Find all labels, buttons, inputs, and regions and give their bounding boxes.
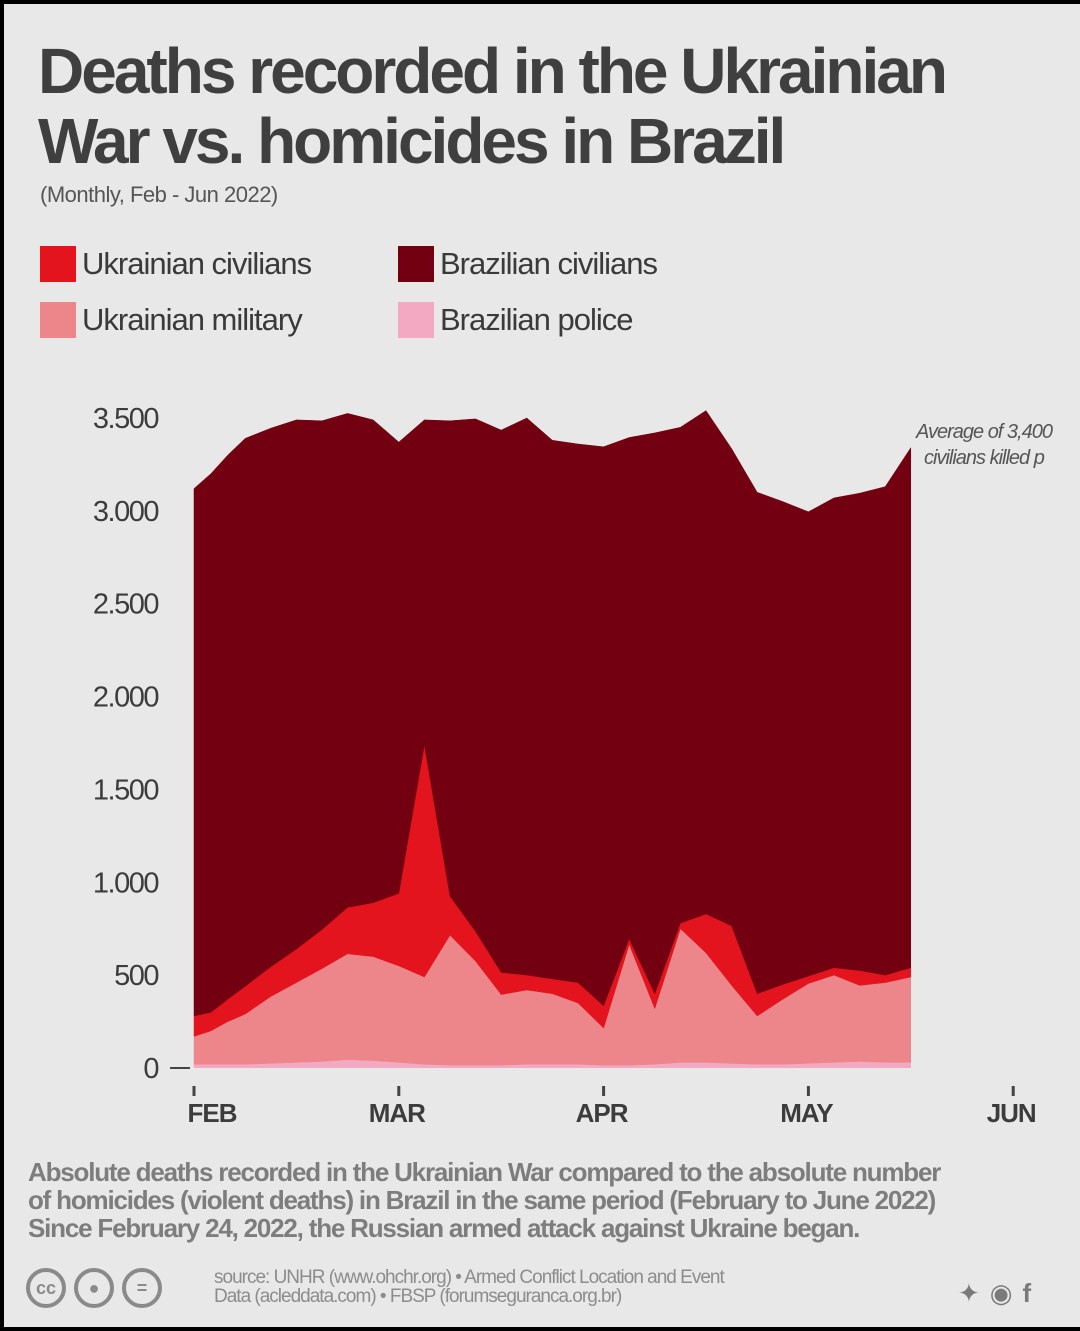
caption-line: Since February 24, 2022, the Russian arm…	[28, 1213, 860, 1243]
legend-label: Ukrainian civilians	[82, 246, 312, 281]
by-icon: ●	[74, 1268, 114, 1308]
legend-item-ukrainian-military: Ukrainian military	[40, 300, 303, 340]
y-tick-label: 500	[114, 960, 158, 992]
title-line-2: War vs. homicides in Brazil	[38, 105, 786, 177]
x-tick-label: MAY	[780, 1098, 833, 1128]
infographic-card: Deaths recorded in the Ukrainian War vs.…	[4, 4, 1080, 1327]
source-credit: source: UNHR (www.ohchr.org) • Armed Con…	[214, 1268, 894, 1306]
legend-swatch	[398, 246, 434, 282]
y-tick-label: 0	[143, 1053, 158, 1085]
cc-icon: cc	[26, 1268, 66, 1308]
y-tick-label: 2.000	[93, 682, 158, 714]
y-tick-label: 3.500	[93, 403, 158, 435]
y-tick-label: 1.000	[93, 867, 158, 899]
facebook-icon[interactable]: f	[1022, 1278, 1032, 1308]
legend-item-brazilian-police: Brazilian police	[398, 300, 633, 340]
annotation-line-2: civilians killed p	[924, 447, 1045, 469]
annotation-line-1: Average of 3,400	[915, 421, 1053, 443]
legend-label: Brazilian civilians	[440, 246, 658, 281]
social-icons: ✦ ◉ f	[958, 1278, 1031, 1309]
y-tick-label: 2.500	[93, 589, 158, 621]
x-tick-label: APR	[576, 1098, 629, 1128]
legend-swatch	[40, 246, 76, 282]
area-brazilian-civilians	[193, 410, 912, 1017]
legend-label: Brazilian police	[440, 302, 633, 337]
x-tick-label: MAR	[369, 1098, 426, 1128]
nd-icon: =	[122, 1268, 162, 1308]
legend-item-ukrainian-civilians: Ukrainian civilians	[40, 244, 312, 284]
weibo-icon[interactable]: ◉	[989, 1278, 1013, 1308]
area-series-group	[193, 410, 912, 1068]
legend-swatch	[40, 302, 76, 338]
y-tick-label: 3.000	[93, 496, 158, 528]
source-line: source: UNHR (www.ohchr.org) • Armed Con…	[214, 1267, 725, 1288]
title-line-1: Deaths recorded in the Ukrainian	[38, 35, 948, 107]
legend-label: Ukrainian military	[82, 302, 303, 337]
legend-item-brazilian-civilians: Brazilian civilians	[398, 244, 658, 284]
page-title: Deaths recorded in the Ukrainian War vs.…	[38, 36, 1078, 176]
stacked-area-chart: 0 500 1.000 1.500 2.000 2.500 3.000 3.500 FEB MAR…	[93, 403, 1054, 1128]
caption-line: of homicides (violent deaths) in Brazil …	[28, 1185, 936, 1215]
source-line: Data (acleddata.com) • FBSP (forumsegura…	[214, 1286, 622, 1307]
twitter-icon[interactable]: ✦	[958, 1278, 980, 1308]
y-tick-label: 1.500	[93, 774, 158, 806]
x-tick-label: JUN	[987, 1098, 1036, 1128]
legend-swatch	[398, 302, 434, 338]
license-icons: cc ● =	[26, 1268, 170, 1308]
chart-caption: Absolute deaths recorded in the Ukrainia…	[28, 1158, 1080, 1242]
caption-line: Absolute deaths recorded in the Ukrainia…	[28, 1157, 941, 1187]
x-tick-label: FEB	[188, 1098, 237, 1128]
subtitle: (Monthly, Feb - Jun 2022)	[40, 182, 278, 207]
